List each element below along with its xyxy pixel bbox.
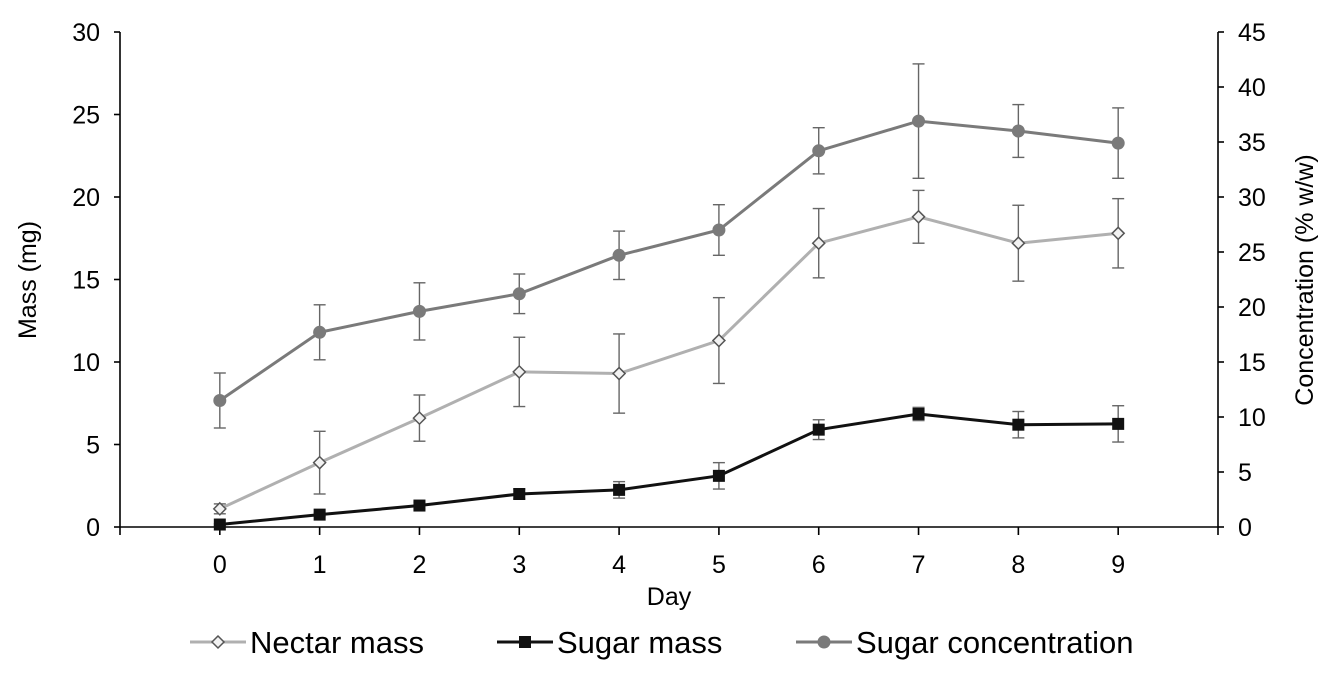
legend-sugar-mass-marker [519, 636, 531, 648]
nectar-mass-point [1111, 226, 1126, 241]
y2-tick-label: 20 [1238, 294, 1266, 322]
legend-nectar-mass-marker [210, 634, 226, 650]
y-tick-label: 15 [72, 267, 100, 295]
y2-tick-label: 15 [1238, 349, 1266, 377]
x-tick-label: 1 [313, 551, 327, 579]
nectar-mass-point [711, 333, 726, 348]
x-tick-label: 3 [512, 551, 526, 579]
sugar-mass-point [313, 508, 326, 521]
sugar-concentration-point [1011, 124, 1025, 138]
sugar-concentration-point [812, 144, 826, 158]
sugar-mass-point [513, 488, 526, 500]
y-tick-label: 5 [86, 432, 100, 460]
nectar-mass-point [412, 411, 427, 426]
sugar-mass-point [213, 518, 226, 531]
sugar-concentration-point [412, 304, 426, 318]
nectar-mass-line [219, 215, 1119, 511]
x-tick-label: 7 [912, 551, 926, 579]
y-tick-label: 20 [72, 184, 100, 212]
sugar-mass-line [219, 412, 1119, 527]
legend-sugar-concentration-marker [817, 635, 831, 649]
legend-sugar-mass-label: Sugar mass [557, 625, 722, 660]
y2-tick-label: 45 [1238, 19, 1266, 47]
y-tick-label: 10 [72, 349, 100, 377]
y-tick-label: 25 [72, 102, 100, 130]
x-tick-label: 5 [712, 551, 726, 579]
sugar-concentration-point [712, 223, 726, 237]
sugar-concentration-point [1111, 136, 1125, 150]
sugar-mass-point [812, 423, 825, 436]
sugar-concentration-line [218, 119, 1119, 402]
y2-tick-label: 0 [1238, 514, 1252, 542]
x-tick-label: 9 [1111, 551, 1125, 579]
sugar-mass-point [1012, 418, 1025, 431]
sugar-mass-point [712, 469, 725, 482]
nectar-mass-point [212, 501, 227, 516]
nectar-mass-point [512, 364, 527, 379]
y-axis-label: Mass (mg) [14, 221, 42, 339]
sugar-mass-point [1112, 417, 1125, 430]
x-tick-label: 8 [1011, 551, 1025, 579]
y2-tick-label: 40 [1238, 74, 1266, 102]
y-tick-label: 30 [72, 19, 100, 47]
y2-tick-label: 25 [1238, 239, 1266, 267]
x-tick-label: 6 [812, 551, 826, 579]
y-tick-label: 0 [86, 514, 100, 542]
y2-axis-label: Concentration (% w/w) [1291, 154, 1319, 405]
sugar-concentration-point [313, 325, 327, 339]
sugar-mass-point [613, 483, 626, 496]
nectar-mass-point [811, 236, 826, 251]
sugar-concentration-point [612, 248, 626, 262]
x-axis-label: Day [647, 583, 692, 611]
legend-nectar-mass-label: Nectar mass [250, 625, 424, 660]
sugar-concentration-point [912, 114, 926, 128]
nectar-mass-point [612, 366, 627, 381]
x-tick-label: 4 [612, 551, 626, 579]
sugar-concentration-point [512, 287, 526, 301]
y2-tick-label: 30 [1238, 184, 1266, 212]
nectar-mass-point [911, 209, 926, 224]
sugar-mass-point [413, 499, 426, 512]
x-tick-label: 0 [213, 551, 227, 579]
y2-tick-label: 10 [1238, 404, 1266, 432]
x-tick-label: 2 [413, 551, 427, 579]
sugar-concentration-point [213, 394, 227, 407]
nectar-mass-point [312, 455, 327, 470]
y2-tick-label: 35 [1238, 129, 1266, 157]
y2-tick-label: 5 [1238, 459, 1252, 487]
legend-sugar-concentration-label: Sugar concentration [856, 625, 1133, 660]
sugar-mass-point [912, 407, 925, 420]
nectar-mass-point [1011, 236, 1026, 251]
